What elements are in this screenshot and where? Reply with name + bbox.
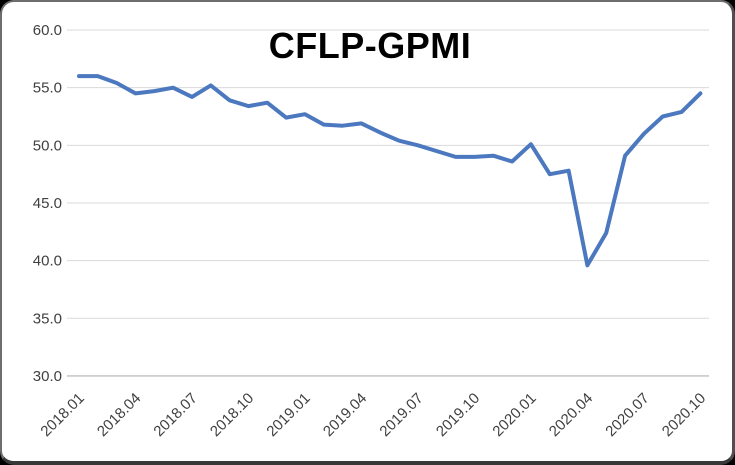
y-tick-label: 30.0 — [33, 368, 62, 385]
x-tick-label: 2019.07 — [376, 390, 426, 440]
x-tick-label: 2018.04 — [94, 390, 144, 440]
series-group — [77, 74, 703, 268]
x-tick-label: 2018.01 — [37, 390, 87, 440]
y-tick-label: 55.0 — [33, 80, 62, 97]
x-tick-label: 2020.10 — [659, 390, 709, 440]
y-tick-label: 35.0 — [33, 310, 62, 327]
y-tick-label: 60.0 — [33, 22, 62, 39]
x-tick-label: 2019.04 — [320, 390, 370, 440]
gpmi-line-series — [77, 74, 703, 268]
x-tick-label: 2019.01 — [263, 390, 313, 440]
y-tick-label: 40.0 — [33, 253, 62, 270]
x-tick-labels-group: 2018.01 2018.04 2018.07 2018.10 2019.01 2019.… — [37, 390, 709, 440]
x-tick-label: 2020.04 — [546, 390, 596, 440]
x-tick-label: 2018.07 — [150, 390, 200, 440]
x-tick-label: 2019.10 — [433, 390, 483, 440]
x-tick-label: 2020.01 — [489, 390, 539, 440]
x-tick-label: 2020.07 — [602, 390, 652, 440]
x-tick-label: 2018.10 — [207, 390, 257, 440]
chart-title: CFLP-GPMI — [269, 25, 471, 66]
y-tick-labels-group: 60.0 55.0 50.0 45.0 40.0 35.0 30.0 — [33, 22, 62, 385]
y-tick-label: 45.0 — [33, 195, 62, 212]
y-tick-label: 50.0 — [33, 137, 62, 154]
